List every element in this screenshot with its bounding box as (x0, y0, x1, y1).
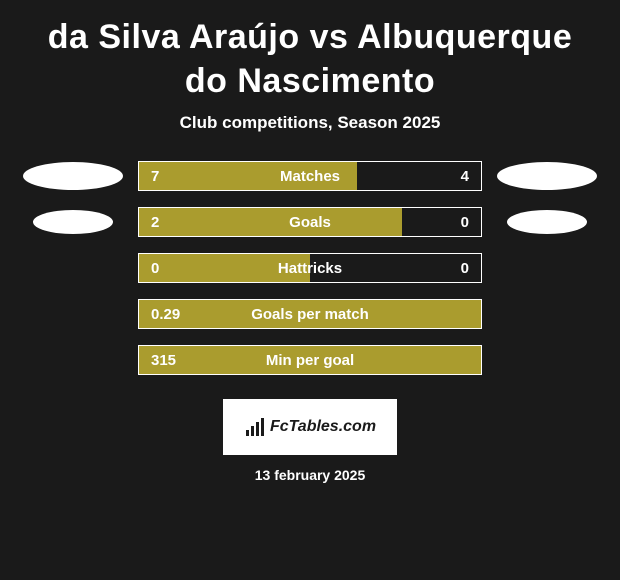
stat-left-value: 7 (151, 168, 159, 185)
logo-text: FcTables.com (270, 418, 376, 436)
page-title: da Silva Araújo vs Albuquerque do Nascim… (0, 10, 620, 113)
stat-label: Goals per match (251, 306, 369, 323)
stat-right-value: 0 (461, 260, 469, 277)
stat-bar: 0 Hattricks 0 (138, 253, 482, 283)
stat-row-hattricks: 0 Hattricks 0 (8, 253, 612, 283)
stat-right-value: 0 (461, 214, 469, 231)
right-oval-slot (482, 210, 612, 234)
footer-logo[interactable]: FcTables.com (223, 399, 397, 455)
stat-left-value: 0 (151, 260, 159, 277)
player-left-oval (33, 210, 113, 234)
stat-right-value: 4 (461, 168, 469, 185)
stat-bar: 0.29 Goals per match (138, 299, 482, 329)
stat-label: Hattricks (278, 260, 342, 277)
stat-bar: 7 Matches 4 (138, 161, 482, 191)
right-oval-slot (482, 162, 612, 190)
bar-slot: 0.29 Goals per match (138, 299, 482, 329)
bar-slot: 2 Goals 0 (138, 207, 482, 237)
stat-row-gpm: 0.29 Goals per match (8, 299, 612, 329)
player-right-oval (497, 162, 597, 190)
left-oval-slot (8, 210, 138, 234)
bar-chart-icon (244, 416, 266, 438)
subtitle: Club competitions, Season 2025 (0, 113, 620, 133)
stat-row-matches: 7 Matches 4 (8, 161, 612, 191)
date-text: 13 february 2025 (0, 467, 620, 483)
stat-row-goals: 2 Goals 0 (8, 207, 612, 237)
stat-left-value: 2 (151, 214, 159, 231)
stat-bar: 2 Goals 0 (138, 207, 482, 237)
stat-label: Min per goal (266, 352, 354, 369)
stat-left-value: 315 (151, 352, 176, 369)
bar-slot: 0 Hattricks 0 (138, 253, 482, 283)
stat-label: Goals (289, 214, 331, 231)
stats-area: 7 Matches 4 2 Goals 0 (0, 161, 620, 375)
left-oval-slot (8, 162, 138, 190)
stat-label: Matches (280, 168, 340, 185)
comparison-card: da Silva Araújo vs Albuquerque do Nascim… (0, 0, 620, 493)
stat-bar-fill (139, 208, 402, 236)
stat-row-mpg: 315 Min per goal (8, 345, 612, 375)
bar-slot: 315 Min per goal (138, 345, 482, 375)
bar-slot: 7 Matches 4 (138, 161, 482, 191)
player-right-oval (507, 210, 587, 234)
stat-left-value: 0.29 (151, 306, 180, 323)
player-left-oval (23, 162, 123, 190)
stat-bar: 315 Min per goal (138, 345, 482, 375)
